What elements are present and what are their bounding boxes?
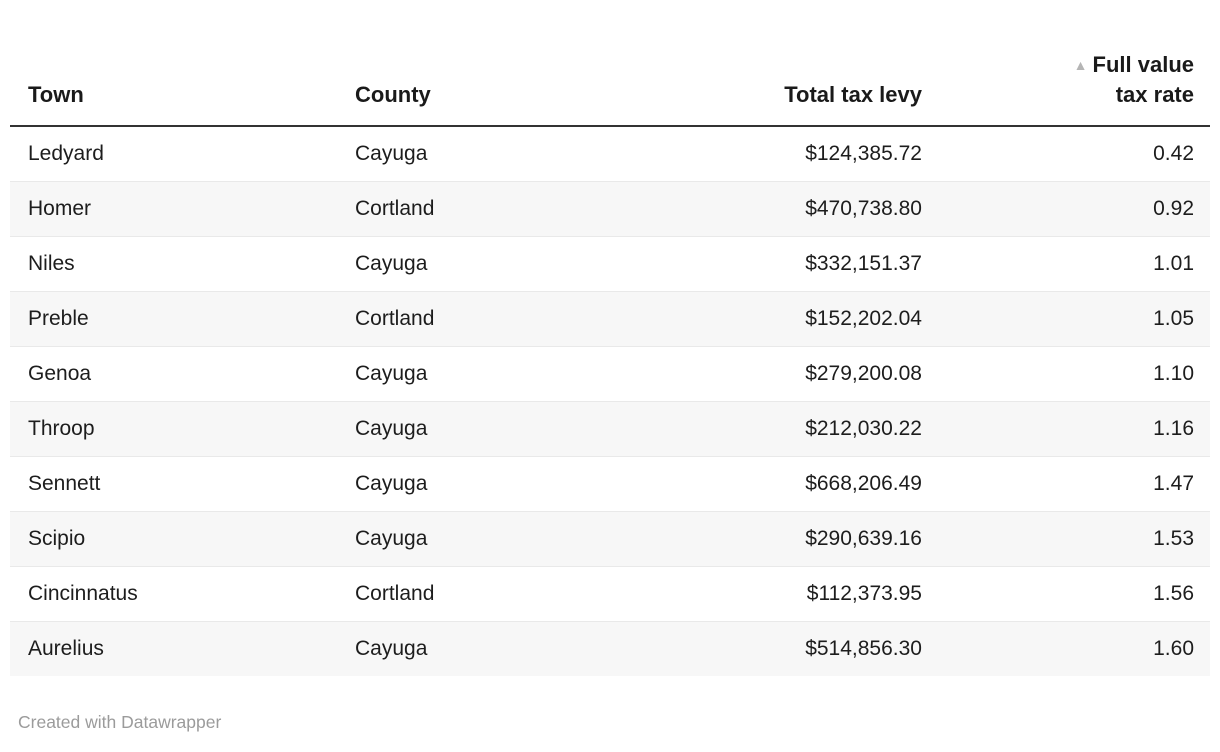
cell-town: Cincinnatus <box>10 566 345 622</box>
cell-county: Cortland <box>345 566 585 622</box>
column-header-town[interactable]: Town <box>10 0 345 126</box>
column-header-full-value-line1: Full value <box>1092 52 1194 77</box>
table-row: Aurelius Cayuga $514,856.30 1.60 <box>10 621 1210 677</box>
column-header-town-label: Town <box>28 81 84 107</box>
cell-county: Cayuga <box>345 236 585 292</box>
cell-levy: $152,202.04 <box>585 291 932 347</box>
cell-town: Aurelius <box>10 621 345 677</box>
table-row: Cincinnatus Cortland $112,373.95 1.56 <box>10 566 1210 622</box>
table-row: Preble Cortland $152,202.04 1.05 <box>10 291 1210 347</box>
cell-town: Throop <box>10 401 345 457</box>
cell-rate: 1.60 <box>932 621 1210 677</box>
cell-rate: 1.56 <box>932 566 1210 622</box>
cell-levy: $514,856.30 <box>585 621 932 677</box>
cell-town: Scipio <box>10 511 345 567</box>
column-header-total-tax-levy-label: Total tax levy <box>784 81 922 107</box>
cell-rate: 1.01 <box>932 236 1210 292</box>
header-row: Town County Total tax levy ▲ Full value t… <box>10 0 1210 127</box>
table-row: Sennett Cayuga $668,206.49 1.47 <box>10 456 1210 512</box>
cell-levy: $290,639.16 <box>585 511 932 567</box>
cell-rate: 1.10 <box>932 346 1210 402</box>
cell-rate: 0.92 <box>932 181 1210 237</box>
cell-county: Cayuga <box>345 401 585 457</box>
cell-rate: 0.42 <box>1153 142 1194 166</box>
table-row: Homer Cortland $470,738.80 0.92 <box>10 181 1210 237</box>
cell-town: Preble <box>10 291 345 347</box>
cell-levy: $112,373.95 <box>585 566 932 622</box>
cell-county: Cortland <box>345 291 585 347</box>
cell-levy: $332,151.37 <box>585 236 932 292</box>
column-header-full-value-tax-rate[interactable]: ▲ Full value tax rate <box>932 0 1210 126</box>
column-header-county-label: County <box>355 81 431 107</box>
cell-levy: $668,206.49 <box>585 456 932 512</box>
cell-rate: 1.53 <box>932 511 1210 567</box>
table-row: Scipio Cayuga $290,639.16 1.53 <box>10 511 1210 567</box>
cell-levy: $124,385.72 <box>805 142 922 166</box>
cell-town: Sennett <box>10 456 345 512</box>
cell-rate: 1.16 <box>932 401 1210 457</box>
cell-county: Cayuga <box>345 456 585 512</box>
cell-town: Niles <box>10 236 345 292</box>
tax-table: Town County Total tax levy ▲ Full value t… <box>10 0 1210 677</box>
table-row: Niles Cayuga $332,151.37 1.01 <box>10 236 1210 292</box>
column-header-full-value-line2: tax rate <box>1115 81 1194 107</box>
cell-county: Cayuga <box>345 346 585 402</box>
table-row: Throop Cayuga $212,030.22 1.16 <box>10 401 1210 457</box>
column-header-total-tax-levy[interactable]: Total tax levy <box>585 0 932 126</box>
sort-ascending-icon: ▲ <box>1073 57 1088 73</box>
column-header-county[interactable]: County <box>345 0 585 126</box>
cell-county: Cayuga <box>345 621 585 677</box>
cell-levy: $212,030.22 <box>585 401 932 457</box>
table-row: Genoa Cayuga $279,200.08 1.10 <box>10 346 1210 402</box>
cell-county: Cayuga <box>355 142 428 166</box>
cell-rate: 1.05 <box>932 291 1210 347</box>
cell-levy: $470,738.80 <box>585 181 932 237</box>
cell-levy: $279,200.08 <box>585 346 932 402</box>
cell-county: Cayuga <box>345 511 585 567</box>
table-row: Ledyard Cayuga $124,385.72 0.42 <box>10 126 1210 182</box>
cell-town: Ledyard <box>28 142 104 166</box>
cell-county: Cortland <box>345 181 585 237</box>
datawrapper-attribution-link[interactable]: Created with Datawrapper <box>18 712 222 733</box>
cell-town: Genoa <box>10 346 345 402</box>
cell-rate: 1.47 <box>932 456 1210 512</box>
cell-town: Homer <box>10 181 345 237</box>
